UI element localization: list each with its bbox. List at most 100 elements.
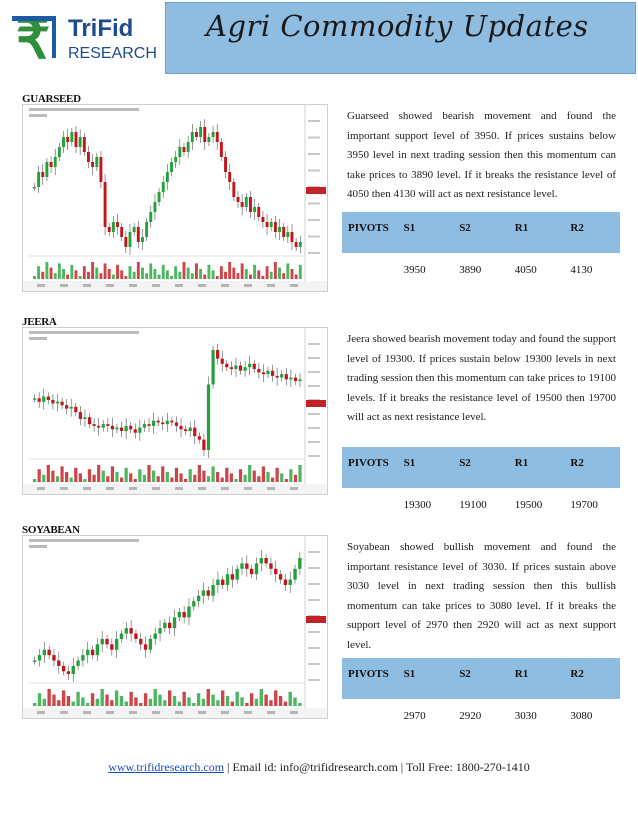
candle bbox=[261, 372, 266, 375]
candle bbox=[143, 644, 148, 650]
volume-bar bbox=[143, 693, 148, 706]
volume-bar bbox=[37, 693, 42, 706]
volume-bar bbox=[49, 267, 53, 279]
candle bbox=[66, 671, 71, 674]
volume-bar bbox=[179, 473, 183, 482]
volume-bar bbox=[257, 270, 261, 279]
volume-bar bbox=[120, 270, 124, 279]
pivot-header-row: PIVOTS S1 S2 R1 R2 bbox=[342, 447, 620, 488]
volume-bar bbox=[37, 469, 41, 482]
volume-bar bbox=[203, 274, 207, 279]
pivot-value-row: 3950 3890 4050 4130 bbox=[342, 253, 620, 294]
candle bbox=[235, 568, 239, 580]
website-link[interactable]: www.trifidresearch.com bbox=[108, 760, 225, 774]
candle bbox=[293, 377, 298, 382]
volume-bar bbox=[33, 703, 37, 706]
candle bbox=[211, 132, 215, 137]
volume-bar bbox=[66, 696, 71, 706]
candle bbox=[141, 237, 144, 242]
volume-bar bbox=[55, 476, 60, 482]
volume-bar bbox=[234, 479, 238, 482]
pivot-header-row: PIVOTS S1 S2 R1 R2 bbox=[342, 658, 620, 699]
candle bbox=[74, 132, 78, 147]
candle bbox=[97, 425, 101, 428]
volume-bar bbox=[111, 274, 115, 279]
candle bbox=[133, 429, 137, 433]
candle bbox=[216, 579, 220, 585]
candle bbox=[57, 660, 61, 666]
volume-bar bbox=[153, 689, 157, 706]
candle bbox=[83, 417, 87, 419]
volume-bar bbox=[107, 269, 111, 279]
candle bbox=[90, 649, 95, 656]
section-label-jeera: JEERA bbox=[22, 316, 57, 328]
candle bbox=[182, 147, 186, 152]
volume-bar bbox=[71, 701, 75, 706]
candle bbox=[265, 222, 269, 227]
candle bbox=[253, 207, 257, 212]
volume-bar bbox=[168, 690, 172, 706]
candle bbox=[100, 638, 104, 645]
volume-bar bbox=[61, 690, 66, 706]
candle bbox=[110, 644, 114, 650]
pivot-header: PIVOTS bbox=[348, 457, 389, 469]
volume-bar bbox=[153, 269, 157, 279]
volume-bar bbox=[282, 273, 286, 279]
volume-bar bbox=[174, 266, 178, 279]
volume-bar bbox=[92, 474, 96, 482]
volume-bar bbox=[211, 270, 215, 279]
volume-bar bbox=[124, 467, 128, 482]
candle bbox=[240, 202, 244, 207]
volume-bar bbox=[51, 470, 55, 482]
volume-bar bbox=[197, 465, 201, 482]
volume-bar bbox=[202, 470, 206, 482]
volume-bar bbox=[199, 269, 203, 279]
volume-bar bbox=[280, 473, 284, 482]
volume-bar bbox=[37, 266, 41, 279]
candle bbox=[45, 162, 49, 177]
candle bbox=[193, 427, 197, 437]
candle bbox=[170, 162, 173, 172]
candle bbox=[87, 417, 92, 425]
candle bbox=[53, 157, 57, 167]
volume-bar bbox=[225, 467, 229, 482]
volume-bar bbox=[47, 689, 51, 706]
candle bbox=[298, 379, 302, 382]
candle bbox=[103, 182, 107, 227]
candle bbox=[243, 367, 247, 371]
candle bbox=[161, 422, 165, 425]
candle bbox=[49, 162, 53, 167]
candle bbox=[286, 232, 290, 237]
pivot-value: 4130 bbox=[570, 264, 593, 276]
candle bbox=[201, 590, 206, 596]
candle bbox=[284, 374, 288, 380]
chart-soyabean bbox=[22, 535, 328, 719]
pivot-header: R2 bbox=[570, 222, 584, 234]
volume-bar bbox=[115, 472, 119, 482]
candle bbox=[298, 242, 302, 247]
candle bbox=[81, 655, 85, 661]
candle bbox=[195, 132, 198, 137]
candle bbox=[148, 638, 153, 650]
volume-bar bbox=[165, 472, 169, 482]
candle bbox=[249, 197, 252, 212]
volume-bar bbox=[240, 263, 244, 279]
candle bbox=[182, 611, 186, 618]
candle bbox=[192, 601, 196, 607]
volume-bar bbox=[261, 276, 265, 279]
pivot-header: S1 bbox=[403, 668, 416, 680]
candle bbox=[57, 147, 61, 157]
volume-bar bbox=[138, 469, 142, 482]
volume-bar bbox=[238, 469, 243, 482]
candle bbox=[273, 222, 277, 232]
candle bbox=[69, 406, 73, 409]
volume-bar bbox=[288, 691, 292, 706]
volume-bar bbox=[42, 474, 46, 482]
candle bbox=[211, 584, 215, 596]
footer: www.trifidresearch.com | Email id: info@… bbox=[0, 760, 638, 775]
candle bbox=[174, 422, 179, 426]
volume-bar bbox=[229, 473, 233, 482]
pivot-header-row: PIVOTS S1 S2 R1 R2 bbox=[342, 212, 620, 253]
pivot-header: S2 bbox=[459, 222, 471, 234]
pivot-value: 3080 bbox=[570, 710, 593, 722]
